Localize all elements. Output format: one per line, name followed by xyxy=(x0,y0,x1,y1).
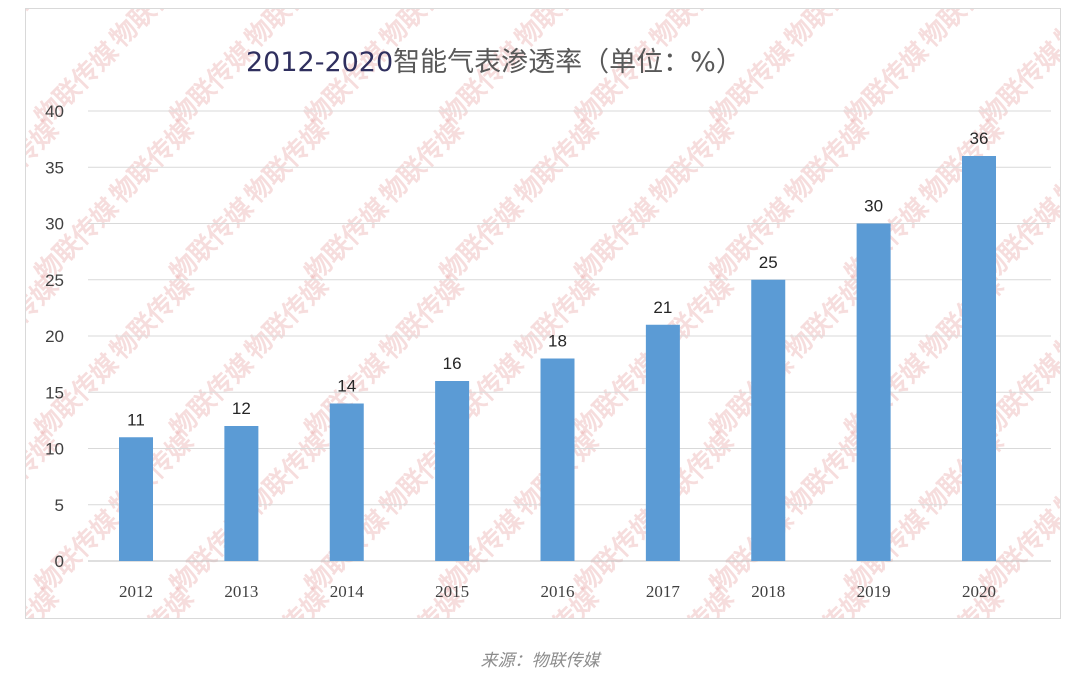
watermark-text: 物联传媒 xyxy=(240,114,335,209)
data-label-2018: 25 xyxy=(759,253,778,272)
x-tick-label-2020: 2020 xyxy=(962,582,996,601)
bar-2015 xyxy=(435,381,470,561)
x-tick-label-2014: 2014 xyxy=(330,582,365,601)
bar-2019 xyxy=(856,223,891,561)
watermark-text: 物联传媒 xyxy=(105,270,200,365)
x-tick-label-2019: 2019 xyxy=(857,582,891,601)
x-tick-label-2012: 2012 xyxy=(119,582,153,601)
bar-2016 xyxy=(540,358,575,561)
source-caption: 来源：物联传媒 xyxy=(480,651,600,671)
bar-2020 xyxy=(962,156,996,561)
watermark-text: 物联传媒 xyxy=(1050,270,1060,365)
watermark-text: 物联传媒 xyxy=(1050,114,1060,209)
data-label-2015: 16 xyxy=(443,354,462,373)
y-tick-label: 25 xyxy=(45,271,64,290)
x-axis-ticks: 2012 2013 2014 2015 2016 2017 2018 2019 2020 xyxy=(119,582,996,601)
watermark-text: 物联传媒 xyxy=(780,114,875,209)
watermark-text: 物联传媒 xyxy=(105,114,200,209)
bars xyxy=(119,156,996,561)
watermark-text: 物联传媒 xyxy=(26,9,65,54)
x-tick-label-2017: 2017 xyxy=(646,582,681,601)
data-label-2020: 36 xyxy=(970,129,989,148)
y-tick-label: 40 xyxy=(45,102,64,121)
watermark-text: 物联传媒 xyxy=(780,9,875,54)
watermark-text: 物联传媒 xyxy=(645,114,740,209)
watermark-text: 物联传媒 xyxy=(510,114,605,209)
watermark-text: 物联传媒 xyxy=(240,270,335,365)
watermark-text: 物联传媒 xyxy=(1050,426,1060,521)
data-label-2019: 30 xyxy=(864,197,883,216)
y-tick-label: 5 xyxy=(55,496,64,515)
bar-2018 xyxy=(751,279,786,561)
x-tick-label-2018: 2018 xyxy=(751,582,785,601)
watermark-text: 物联传媒 xyxy=(375,114,470,209)
y-tick-label: 30 xyxy=(45,215,64,234)
data-label-2012: 11 xyxy=(127,410,145,429)
y-tick-label: 0 xyxy=(55,552,64,571)
bar-2012 xyxy=(119,437,153,561)
y-axis-ticks: 0 5 10 15 20 25 30 35 40 xyxy=(45,102,64,571)
y-tick-label: 15 xyxy=(45,383,64,402)
data-label-2017: 21 xyxy=(653,298,672,317)
data-label-2016: 18 xyxy=(548,332,567,351)
watermark-text: 物联传媒 xyxy=(915,9,1010,54)
chart-title-text: 智能气表渗透率（单位：%） xyxy=(393,47,743,78)
x-tick-label-2015: 2015 xyxy=(435,582,469,601)
watermark-text: 物联传媒 xyxy=(510,270,605,365)
bar-2017 xyxy=(645,324,680,561)
x-tick-label-2013: 2013 xyxy=(224,582,258,601)
bar-2014 xyxy=(329,403,364,561)
watermark-text: 物联传媒 xyxy=(105,9,200,54)
chart-frame: 物联传媒 物联传媒 物联传媒 物联传媒 物联传媒 物联传媒 物联传媒 物联传媒 物联传媒 物联传媒… xyxy=(25,8,1061,619)
y-tick-label: 10 xyxy=(45,440,64,459)
chart-title-years: 2012-2020 xyxy=(246,47,393,78)
watermark-text: 物联传媒 xyxy=(375,270,470,365)
data-label-2014: 14 xyxy=(337,377,356,396)
data-labels: 11 12 14 16 18 21 25 30 36 xyxy=(127,129,988,429)
watermark-text: 物联传媒 xyxy=(1050,582,1060,618)
y-tick-label: 20 xyxy=(45,327,64,346)
y-tick-label: 35 xyxy=(45,158,64,177)
chart-title: 2012-2020智能气表渗透率（单位：%） xyxy=(246,47,743,78)
watermark-text: 物联传媒 xyxy=(1050,9,1060,54)
x-tick-label-2016: 2016 xyxy=(541,582,575,601)
data-label-2013: 12 xyxy=(232,399,251,418)
bar-2013 xyxy=(224,426,259,561)
